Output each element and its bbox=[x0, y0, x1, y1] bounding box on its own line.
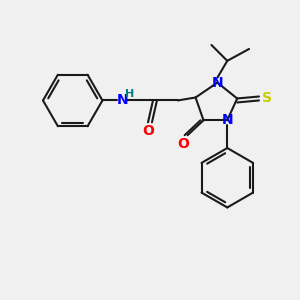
Text: N: N bbox=[221, 113, 233, 127]
Text: H: H bbox=[124, 88, 134, 98]
Text: N: N bbox=[212, 76, 223, 90]
Text: N: N bbox=[116, 94, 128, 107]
Text: S: S bbox=[262, 92, 272, 106]
Text: O: O bbox=[142, 124, 154, 138]
Text: O: O bbox=[177, 137, 189, 151]
